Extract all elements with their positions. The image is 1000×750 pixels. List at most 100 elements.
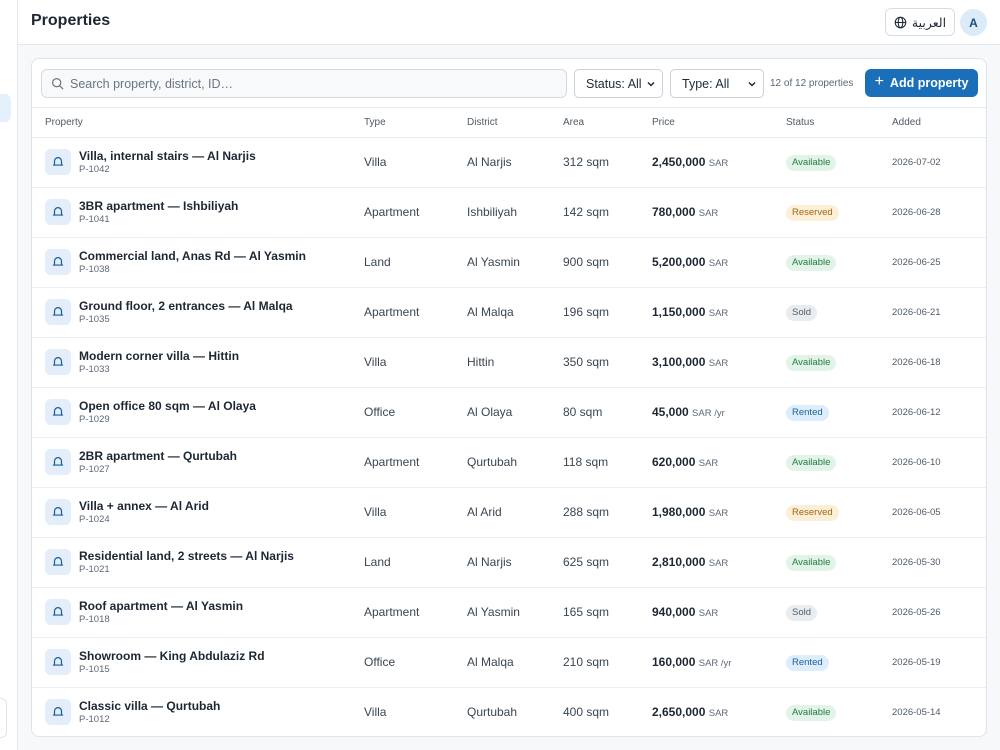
cell-added: 2026-07-02 (892, 156, 941, 168)
price-unit: SAR (708, 158, 729, 169)
property-name[interactable]: Commercial land, Anas Rd — Al Yasmin (79, 248, 306, 263)
property-name[interactable]: Modern corner villa — Hittin (79, 348, 240, 363)
type-filter-select[interactable]: Type: All (670, 69, 764, 98)
property-name[interactable]: 2BR apartment — Qurtubah (79, 448, 238, 463)
price-value: 160,000 (652, 655, 696, 669)
property-id: P-1042 (79, 163, 110, 175)
cell-price: 2,450,000 SAR (652, 137, 786, 187)
table-row[interactable]: 3BR apartment — Ishbiliyah P-1041 Apartmen… (32, 187, 986, 237)
cell-price: 780,000 SAR (652, 187, 786, 237)
property-name[interactable]: Showroom — King Abdulaziz Rd (79, 648, 265, 663)
property-name[interactable]: Villa, internal stairs — Al Narjis (79, 148, 256, 163)
table-row[interactable]: Villa, internal stairs — Al Narjis P-1042… (32, 137, 986, 187)
status-badge: Available (786, 154, 837, 171)
property-cell: 2BR apartment — Qurtubah P-1027 (45, 449, 364, 476)
property-name[interactable]: Ground floor, 2 entrances — Al Malqa (79, 298, 293, 313)
cell-area: 210 sqm (563, 655, 610, 669)
table-row[interactable]: Residential land, 2 streets — Al Narjis P… (32, 537, 986, 587)
property-cell: Modern corner villa — Hittin P-1033 (45, 349, 364, 376)
cell-area: 900 sqm (563, 255, 610, 269)
cell-area: 350 sqm (563, 355, 610, 369)
property-name[interactable]: Villa + annex — Al Arid (79, 498, 209, 513)
cell-area: 400 sqm (563, 705, 610, 720)
price-unit: SAR /yr (692, 408, 725, 419)
status-badge: Available (786, 254, 837, 271)
property-text: Villa + annex — Al Arid P-1024 (79, 499, 209, 526)
column-header-area[interactable]: Area (563, 108, 652, 138)
cell-property: Modern corner villa — Hittin P-1033 (32, 337, 364, 387)
table-row[interactable]: Classic villa — Qurtubah P-1012 Villa Qurtu… (32, 687, 986, 736)
property-name[interactable]: Open office 80 sqm — Al Olaya (79, 398, 256, 413)
rail-active-item[interactable] (0, 94, 11, 122)
table-row[interactable]: Ground floor, 2 entrances — Al Malqa P-10… (32, 287, 986, 337)
cell-district: Ishbiliyah (467, 205, 518, 219)
price-value: 5,200,000 (652, 255, 706, 269)
table-row[interactable]: Roof apartment — Al Yasmin P-1018 Apartmen… (32, 587, 986, 637)
price-value: 780,000 (652, 205, 696, 219)
table-row[interactable]: Modern corner villa — Hittin P-1033 Villa H… (32, 337, 986, 387)
cell-type: Villa (364, 505, 387, 519)
cell-property: 3BR apartment — Ishbiliyah P-1041 (32, 187, 364, 237)
cell-added: 2026-06-21 (892, 306, 941, 318)
property-id: P-1015 (79, 663, 110, 675)
table-row[interactable]: Commercial land, Anas Rd — Al Yasmin P-10… (32, 237, 986, 287)
property-text: 3BR apartment — Ishbiliyah P-1041 (79, 199, 238, 226)
cell-type: Land (364, 255, 391, 269)
column-header-district[interactable]: District (467, 108, 563, 138)
cell-price: 2,650,000 SAR (652, 687, 786, 736)
search-box[interactable] (41, 69, 567, 98)
property-cell: Open office 80 sqm — Al Olaya P-1029 (45, 399, 364, 426)
cell-district: Al Malqa (467, 305, 514, 319)
cell-property: Residential land, 2 streets — Al Narjis P… (32, 537, 364, 587)
table-row[interactable]: Showroom — King Abdulaziz Rd P-1015 Office… (32, 637, 986, 687)
status-badge: Available (786, 354, 837, 371)
result-count: 12 of 12 properties (770, 78, 854, 89)
plus-icon: + (874, 73, 884, 90)
price-value: 1,150,000 (652, 305, 706, 319)
property-name[interactable]: Classic villa — Qurtubah (79, 698, 221, 713)
table-row[interactable]: Villa + annex — Al Arid P-1024 Villa Al Ari… (32, 487, 986, 537)
cell-added: 2026-06-25 (892, 256, 941, 268)
cell-added: 2026-06-18 (892, 356, 941, 368)
column-header-type[interactable]: Type (364, 108, 467, 138)
property-name[interactable]: 3BR apartment — Ishbiliyah (79, 198, 239, 213)
search-input[interactable] (70, 76, 550, 91)
bell-icon (52, 707, 64, 716)
cell-district: Al Olaya (467, 405, 513, 419)
cell-district: Al Yasmin (467, 605, 520, 619)
status-filter-select[interactable]: Status: All (574, 69, 663, 98)
cell-type: Villa (364, 705, 387, 720)
cell-status: Sold (786, 587, 892, 637)
column-header-added[interactable]: Added (892, 108, 986, 138)
cell-area: 142 sqm (563, 205, 610, 219)
property-icon-box (45, 699, 71, 726)
avatar[interactable]: A (960, 9, 987, 36)
status-badge: Available (786, 454, 837, 471)
properties-card: Status: All Type: All 12 of 12 propertie… (31, 58, 987, 737)
cell-added: 2026-06-28 (892, 206, 941, 218)
property-cell: Villa, internal stairs — Al Narjis P-1042 (45, 149, 364, 176)
column-header-property[interactable]: Property (32, 108, 364, 138)
property-cell: Commercial land, Anas Rd — Al Yasmin P-10… (45, 249, 364, 276)
cell-district: Hittin (467, 355, 495, 369)
cell-type: Villa (364, 155, 387, 169)
column-header-price[interactable]: Price (652, 108, 786, 138)
cell-added: 2026-05-19 (892, 656, 941, 668)
language-toggle-button[interactable]: العربية (885, 8, 955, 36)
table-row[interactable]: 2BR apartment — Qurtubah P-1027 Apartment Q… (32, 437, 986, 487)
rail-bottom-item[interactable] (0, 698, 7, 738)
cell-added: 2026-05-26 (892, 606, 941, 618)
cell-price: 940,000 SAR (652, 587, 786, 637)
cell-price: 1,980,000 SAR (652, 487, 786, 537)
cell-property: Showroom — King Abdulaziz Rd P-1015 (32, 637, 364, 687)
column-header-status[interactable]: Status (786, 108, 892, 138)
property-text: Open office 80 sqm — Al Olaya P-1029 (79, 399, 256, 426)
add-property-label: Add property (889, 76, 969, 90)
property-name[interactable]: Roof apartment — Al Yasmin (79, 598, 244, 613)
add-property-button[interactable]: + Add property (865, 69, 978, 97)
property-icon-box (45, 199, 71, 225)
property-id: P-1024 (79, 513, 110, 525)
property-cell: Villa + annex — Al Arid P-1024 (45, 499, 364, 526)
property-name[interactable]: Residential land, 2 streets — Al Narjis (79, 548, 294, 563)
table-row[interactable]: Open office 80 sqm — Al Olaya P-1029 Offic… (32, 387, 986, 437)
